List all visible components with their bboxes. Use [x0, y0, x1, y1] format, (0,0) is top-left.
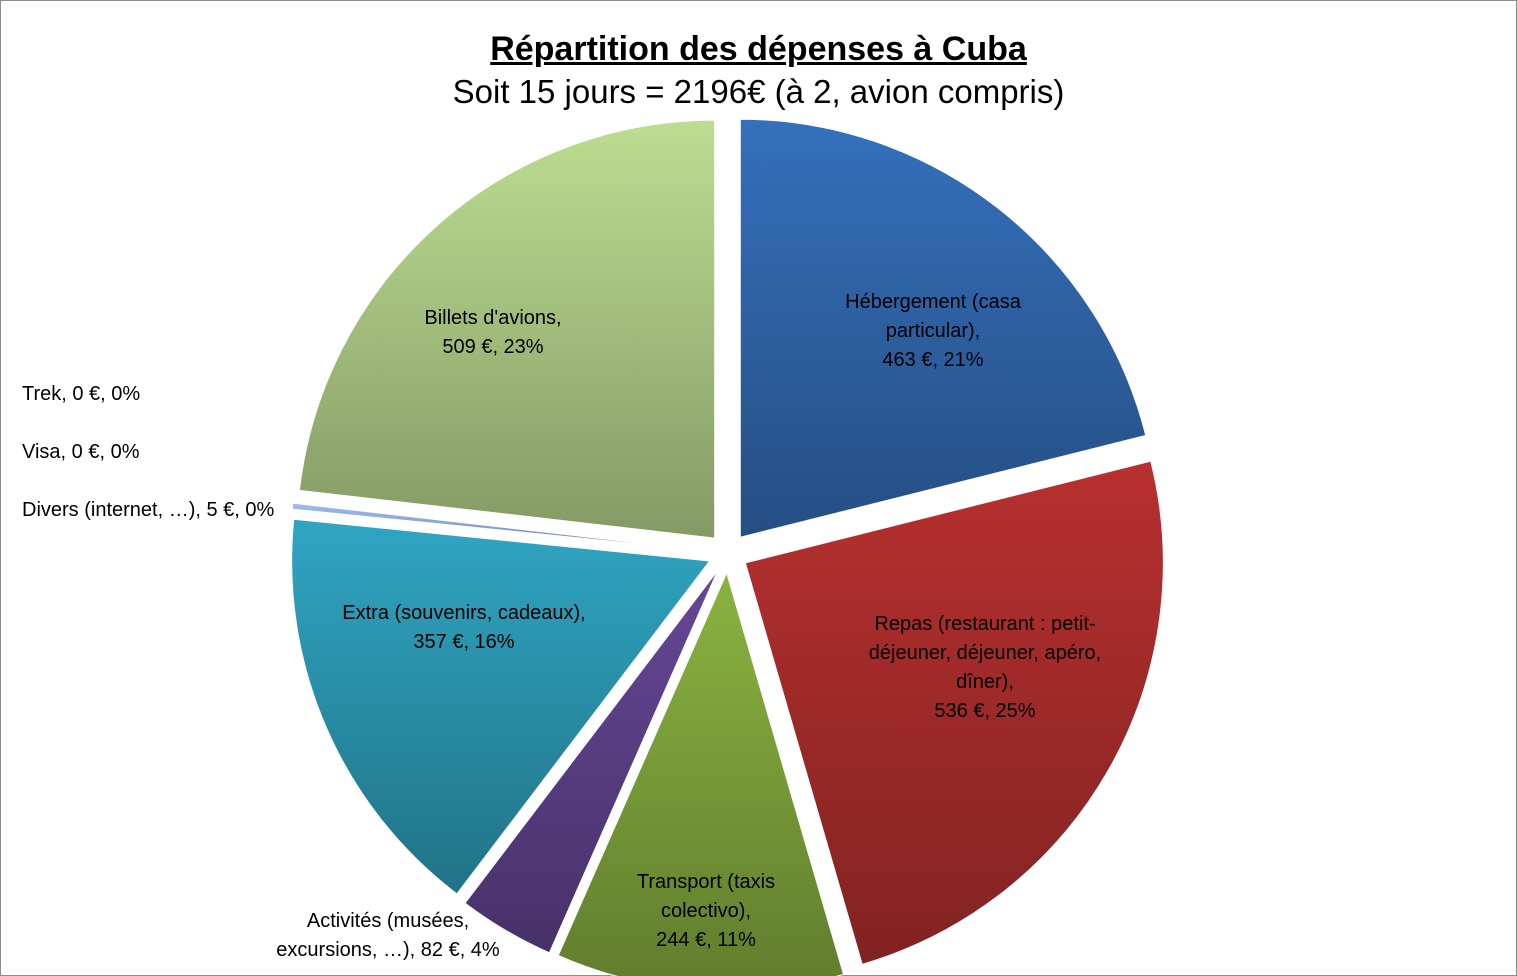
slice-label-line: 509 €, 23%: [442, 336, 544, 358]
pie-slice-divers-internet: [291, 502, 709, 552]
slice-label-line: dîner),: [956, 671, 1014, 693]
slice-label-transport-taxis-colectivo: Transport (taxis colectivo), 244 €, 11%: [506, 868, 906, 955]
slice-label-line: Activités (musées,: [306, 910, 470, 932]
slice-label-line: Trek, 0 €, 0%: [22, 383, 141, 405]
slice-label-extra-souvenirs-cadeaux: Extra (souvenirs, cadeaux), 357 €, 16%: [264, 599, 664, 657]
slice-label-billets-d-avions: Billets d'avions, 509 €, 23%: [293, 304, 693, 362]
slice-label-hebergement-casa-particular: Hébergement (casa particular), 463 €, 21%: [733, 288, 1133, 375]
chart-subtitle: Soit 15 jours = 2196€ (à 2, avion compri…: [452, 73, 1065, 110]
pie-slice-activites-musees-excursions: [464, 569, 719, 954]
slice-label-line: 536 €, 25%: [934, 700, 1036, 722]
slice-label-line: Visa, 0 €, 0%: [22, 441, 140, 463]
pie-slice-extra-souvenirs-cadeaux: [291, 518, 711, 895]
slice-label-repas-restaurant-petit-dejeuner-dejeuner-apero-diner: Repas (restaurant : petit-déjeuner, déje…: [785, 610, 1185, 726]
slice-label-line: 463 €, 21%: [882, 349, 984, 371]
slice-label-line: Billets d'avions,: [424, 307, 562, 329]
slice-label-line: particular),: [885, 320, 981, 342]
slice-label-line: 244 €, 11%: [656, 929, 756, 951]
slice-label-line: déjeuner, déjeuner, apéro,: [868, 642, 1102, 664]
slice-label-line: excursions, …), 82 €, 4%: [276, 939, 500, 961]
pie-slice-billets-d-avions: [298, 119, 716, 539]
slice-label-line: 357 €, 16%: [413, 631, 515, 653]
slice-label-visa: Visa, 0 €, 0%: [22, 438, 139, 467]
slice-label-line: Hébergement (casa: [845, 291, 1021, 313]
slice-label-trek: Trek, 0 €, 0%: [22, 380, 140, 409]
slice-label-line: Divers (internet, …), 5 €, 0%: [22, 499, 275, 521]
chart-title: Répartition des dépenses à Cuba: [490, 30, 1027, 68]
slice-label-line: Extra (souvenirs, cadeaux),: [342, 602, 586, 624]
slice-label-line: Repas (restaurant : petit-: [874, 613, 1096, 635]
pie-slice-hebergement-casa-particular: [739, 118, 1147, 538]
slice-label-line: Transport (taxis: [636, 871, 776, 893]
pie-slice-transport-taxis-colectivo: [557, 571, 845, 976]
slice-label-divers-internet: Divers (internet, …), 5 €, 0%: [22, 496, 274, 525]
pie-slice-repas-restaurant-petit-dejeuner-dejeuner-apero-diner: [744, 460, 1164, 965]
slice-label-activites-musees-excursions: Activités (musées, excursions, …), 82 €, …: [188, 907, 588, 965]
slice-label-line: colectivo),: [660, 900, 752, 922]
